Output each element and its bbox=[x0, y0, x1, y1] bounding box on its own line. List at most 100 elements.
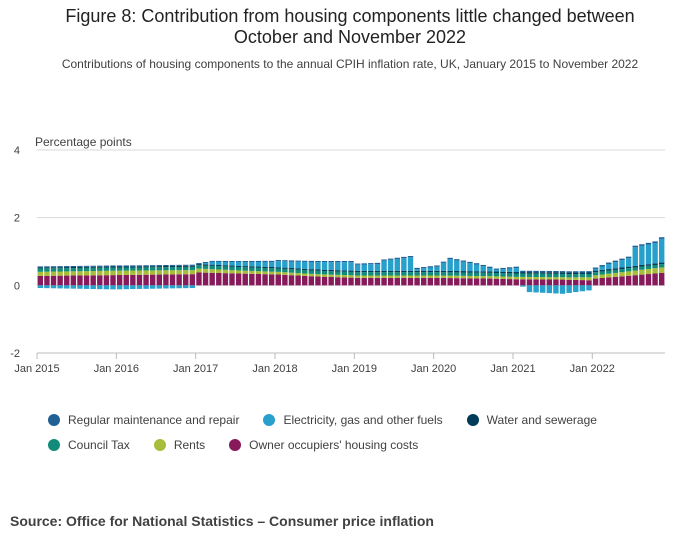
bar-segment bbox=[64, 268, 70, 272]
bar-segment bbox=[262, 266, 268, 269]
bar-segment bbox=[632, 247, 638, 266]
bar-segment bbox=[579, 272, 586, 275]
bar-segment bbox=[586, 277, 592, 281]
bar-segment bbox=[427, 275, 434, 278]
bar-segment bbox=[394, 275, 400, 278]
bar-segment bbox=[632, 270, 638, 276]
bar-segment bbox=[282, 272, 288, 275]
bar-segment bbox=[37, 268, 44, 272]
x-tick-label: Jan 2017 bbox=[173, 363, 218, 375]
bar-segment bbox=[315, 276, 321, 286]
bar-segment bbox=[612, 268, 619, 270]
legend-item-water[interactable]: Water and sewerage bbox=[466, 413, 597, 427]
bar-segment bbox=[460, 278, 467, 286]
bar-segment bbox=[619, 276, 625, 286]
bar-segment bbox=[401, 258, 407, 271]
bar-segment bbox=[116, 265, 123, 267]
bar-segment bbox=[579, 271, 586, 273]
chart-title-line2: October and November 2022 bbox=[233, 27, 467, 47]
legend-label-council-tax: Council Tax bbox=[68, 437, 130, 452]
bar-segment bbox=[652, 263, 658, 265]
bar-segment bbox=[196, 268, 202, 273]
bar-segment bbox=[619, 269, 625, 273]
bar-segment bbox=[302, 268, 308, 271]
bar-segment bbox=[421, 272, 427, 276]
bar-segment bbox=[652, 273, 658, 286]
bar-segment bbox=[500, 278, 506, 286]
bar-segment bbox=[599, 266, 605, 270]
bar-segment bbox=[374, 262, 381, 265]
bar-segment bbox=[606, 277, 612, 286]
bar-segment bbox=[619, 267, 625, 270]
bar-segment bbox=[599, 265, 605, 267]
bar-segment bbox=[308, 260, 315, 262]
bar-segment bbox=[658, 264, 665, 268]
bar-segment bbox=[242, 266, 248, 268]
bar-segment bbox=[163, 270, 169, 275]
bar-segment bbox=[143, 270, 149, 275]
bar-segment bbox=[302, 270, 308, 274]
bar-segment bbox=[513, 279, 519, 286]
bar-segment bbox=[559, 285, 566, 294]
bar-segment bbox=[249, 266, 255, 268]
bar-segment bbox=[130, 270, 136, 275]
bar-segment bbox=[348, 270, 354, 272]
legend-item-maintenance[interactable]: Regular maintenance and repair bbox=[48, 413, 239, 427]
bar-segment bbox=[209, 272, 215, 286]
bar-segment bbox=[619, 260, 625, 268]
bar-segment bbox=[116, 275, 123, 286]
bar-segment bbox=[592, 270, 599, 273]
bar-segment bbox=[361, 263, 367, 265]
bar-segment bbox=[520, 272, 526, 274]
bar-segment bbox=[460, 272, 467, 276]
bar-segment bbox=[506, 271, 513, 274]
bar-segment bbox=[77, 266, 83, 268]
bar-segment bbox=[513, 273, 519, 277]
bar-segment bbox=[288, 269, 295, 273]
bar-segment bbox=[592, 278, 599, 286]
bar-segment bbox=[295, 273, 301, 276]
legend-item-council-tax[interactable]: Council Tax bbox=[48, 438, 130, 452]
legend-row-1: Regular maintenance and repair Electrici… bbox=[48, 407, 668, 432]
bar-segment bbox=[348, 275, 354, 278]
bar-segment bbox=[487, 271, 493, 273]
legend-item-electricity[interactable]: Electricity, gas and other fuels bbox=[263, 413, 443, 427]
bar-segment bbox=[176, 270, 182, 275]
bar-segment bbox=[546, 272, 553, 274]
bar-segment bbox=[262, 260, 268, 262]
bar-segment bbox=[447, 259, 453, 271]
bar-segment bbox=[394, 258, 400, 271]
bar-segment bbox=[143, 265, 149, 267]
bar-segment bbox=[506, 273, 513, 277]
bar-segment bbox=[229, 270, 235, 274]
bar-segment bbox=[70, 266, 77, 269]
bar-segment bbox=[421, 277, 427, 286]
bar-segment bbox=[275, 274, 281, 286]
bar-segment bbox=[335, 274, 341, 278]
bar-segment bbox=[354, 264, 361, 271]
bar-segment bbox=[434, 277, 440, 286]
bar-segment bbox=[407, 256, 414, 258]
bar-segment bbox=[374, 277, 381, 286]
bar-segment bbox=[255, 260, 262, 262]
bar-segment bbox=[249, 267, 255, 271]
bar-segment bbox=[381, 260, 387, 271]
legend-item-ooh[interactable]: Owner occupiers' housing costs bbox=[229, 438, 418, 452]
bar-segment bbox=[374, 264, 381, 271]
bar-segment bbox=[454, 259, 460, 261]
bar-segment bbox=[70, 285, 77, 289]
bar-segment bbox=[460, 261, 467, 272]
bar-segment bbox=[229, 265, 235, 267]
bar-segment bbox=[143, 285, 149, 289]
bar-segment bbox=[539, 270, 546, 273]
bar-segment bbox=[625, 275, 632, 286]
bar-segment bbox=[440, 277, 447, 286]
bar-segment bbox=[348, 260, 354, 263]
legend-item-rents[interactable]: Rents bbox=[153, 438, 205, 452]
bar-segment bbox=[500, 273, 506, 277]
bar-segment bbox=[526, 272, 533, 274]
bar-segment bbox=[282, 274, 288, 286]
bar-segment bbox=[526, 285, 533, 293]
bar-segment bbox=[645, 274, 652, 286]
bar-segment bbox=[414, 272, 420, 276]
